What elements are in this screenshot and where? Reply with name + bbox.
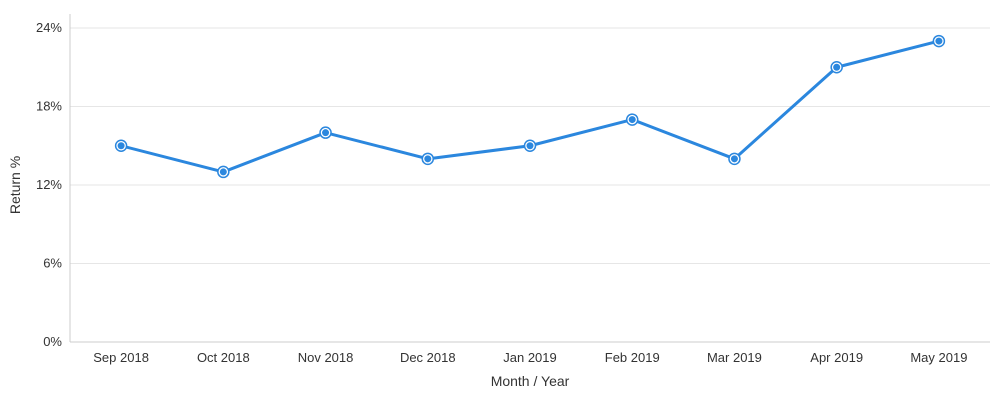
data-point-dot <box>935 37 943 45</box>
x-tick-label: Sep 2018 <box>93 350 149 365</box>
x-tick-label: May 2019 <box>910 350 967 365</box>
x-tick-label: Jan 2019 <box>503 350 557 365</box>
data-point-dot <box>628 116 636 124</box>
data-point[interactable] <box>523 139 537 152</box>
y-tick-label: 12% <box>36 177 62 192</box>
data-point-dot <box>833 63 841 71</box>
data-point-dot <box>322 129 330 137</box>
data-point[interactable] <box>830 61 843 74</box>
data-point[interactable] <box>625 113 639 126</box>
x-axis-title: Month / Year <box>491 373 570 389</box>
x-tick-label: Nov 2018 <box>298 350 354 365</box>
y-axis-ticks: 0% 6% 12% 18% 24% <box>36 20 62 349</box>
data-point[interactable] <box>932 34 946 48</box>
x-axis-ticks: Sep 2018 Oct 2018 Nov 2018 Dec 2018 Jan 2019… <box>93 350 967 365</box>
data-point[interactable] <box>728 152 741 166</box>
data-point[interactable] <box>114 139 128 152</box>
x-tick-label: Apr 2019 <box>810 350 863 365</box>
y-tick-label: 18% <box>36 99 62 114</box>
y-tick-label: 24% <box>36 20 62 35</box>
grid-lines <box>70 27 990 264</box>
x-tick-label: Oct 2018 <box>197 350 250 365</box>
data-point-dot <box>117 142 125 150</box>
series-layer <box>114 34 946 179</box>
data-point[interactable] <box>217 165 230 179</box>
y-axis-title: Return % <box>7 156 23 214</box>
data-point[interactable] <box>421 152 435 166</box>
x-tick-label: Dec 2018 <box>400 350 456 365</box>
data-point-dot <box>730 155 738 163</box>
data-point-dot <box>526 142 534 150</box>
x-tick-label: Mar 2019 <box>707 350 762 365</box>
y-tick-label: 6% <box>43 256 62 271</box>
y-tick-label: 0% <box>43 334 62 349</box>
data-point[interactable] <box>319 126 332 139</box>
data-point-dot <box>219 168 227 176</box>
x-tick-label: Feb 2019 <box>605 350 660 365</box>
data-point-dot <box>424 155 432 163</box>
